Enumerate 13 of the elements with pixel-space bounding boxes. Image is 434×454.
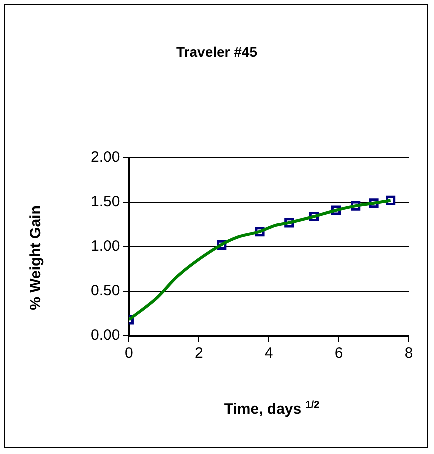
- x-tick-label: 8: [404, 345, 414, 362]
- x-axis-title: Time, days $^{1/2}$: [223, 400, 321, 418]
- x-tick-label: 4: [264, 345, 274, 362]
- y-tick-label: 2.00: [90, 149, 120, 166]
- x-tick-label: 0: [125, 345, 134, 362]
- y-tick-label: 1.50: [90, 194, 120, 211]
- y-tick-label: 0.00: [90, 327, 120, 344]
- y-tick-label: 1.00: [90, 238, 120, 256]
- y-axis-title: % Weight Gain: [28, 206, 44, 310]
- x-tick-label: 2: [194, 345, 204, 362]
- y-tick-label: 0.50: [90, 282, 120, 300]
- chart-title: Traveler #45: [176, 44, 258, 60]
- x-tick-label: 6: [334, 345, 344, 362]
